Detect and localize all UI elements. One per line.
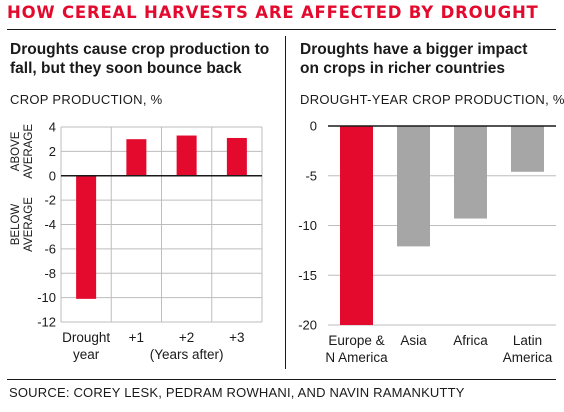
right-bar: [454, 126, 487, 219]
left-tick-label: -12: [37, 315, 56, 330]
left-category-label: +2: [179, 330, 194, 345]
left-tick-label: 4: [49, 120, 56, 135]
above-average-label: AVERAGE: [23, 124, 35, 179]
right-category-label: Africa: [453, 333, 488, 348]
left-chart-title: Droughts cause crop production to fall, …: [10, 41, 270, 77]
below-average-label: BELOW: [10, 204, 22, 246]
left-tick-label: -6: [44, 241, 56, 256]
left-axis-title: CROP PRODUCTION, %: [10, 92, 163, 107]
left-tick-label: -10: [37, 290, 56, 305]
top-divider: [7, 29, 556, 30]
left-tick-label: -2: [44, 193, 56, 208]
below-average-label: AVERAGE: [23, 197, 35, 252]
right-category-label: Latin: [513, 333, 542, 348]
left-tick-label: 2: [49, 144, 56, 159]
left-category-label: (Years after): [150, 347, 224, 362]
bottom-divider: [7, 379, 556, 380]
right-category-label: America: [503, 350, 553, 365]
left-tick-label: -8: [44, 266, 56, 281]
right-bar: [397, 126, 430, 247]
right-tick-label: -20: [298, 318, 317, 333]
right-category-label: Asia: [400, 333, 427, 348]
right-tick-label: -5: [305, 168, 317, 183]
left-bar: [226, 137, 247, 176]
left-category-label: +1: [129, 330, 144, 345]
left-bar: [126, 139, 147, 176]
right-bar: [340, 126, 373, 325]
above-average-label: ABOVE: [10, 131, 22, 171]
right-category-label: Europe &: [328, 333, 384, 348]
panel-separator: [285, 36, 286, 369]
source-note: SOURCE: COREY LESK, PEDRAM ROWHANI, AND …: [9, 385, 465, 400]
left-category-label: year: [73, 347, 100, 362]
left-bar: [76, 175, 97, 299]
left-tick-label: -4: [44, 217, 56, 232]
main-title: HOW CEREAL HARVESTS ARE AFFECTED BY DROU…: [7, 3, 539, 22]
right-axis-title: DROUGHT-YEAR CROP PRODUCTION, %: [300, 92, 564, 107]
left-category-label: Drought: [62, 330, 110, 345]
right-tick-label: -15: [298, 268, 317, 283]
right-tick-label: -10: [298, 218, 317, 233]
right-tick-label: 0: [310, 119, 317, 134]
left-bar: [176, 135, 197, 176]
right-bar: [511, 126, 544, 172]
left-category-label: +3: [229, 330, 244, 345]
right-category-label: N America: [325, 350, 388, 365]
right-chart-title: Droughts have a bigger impact on crops i…: [300, 41, 528, 77]
left-tick-label: 0: [49, 168, 56, 183]
